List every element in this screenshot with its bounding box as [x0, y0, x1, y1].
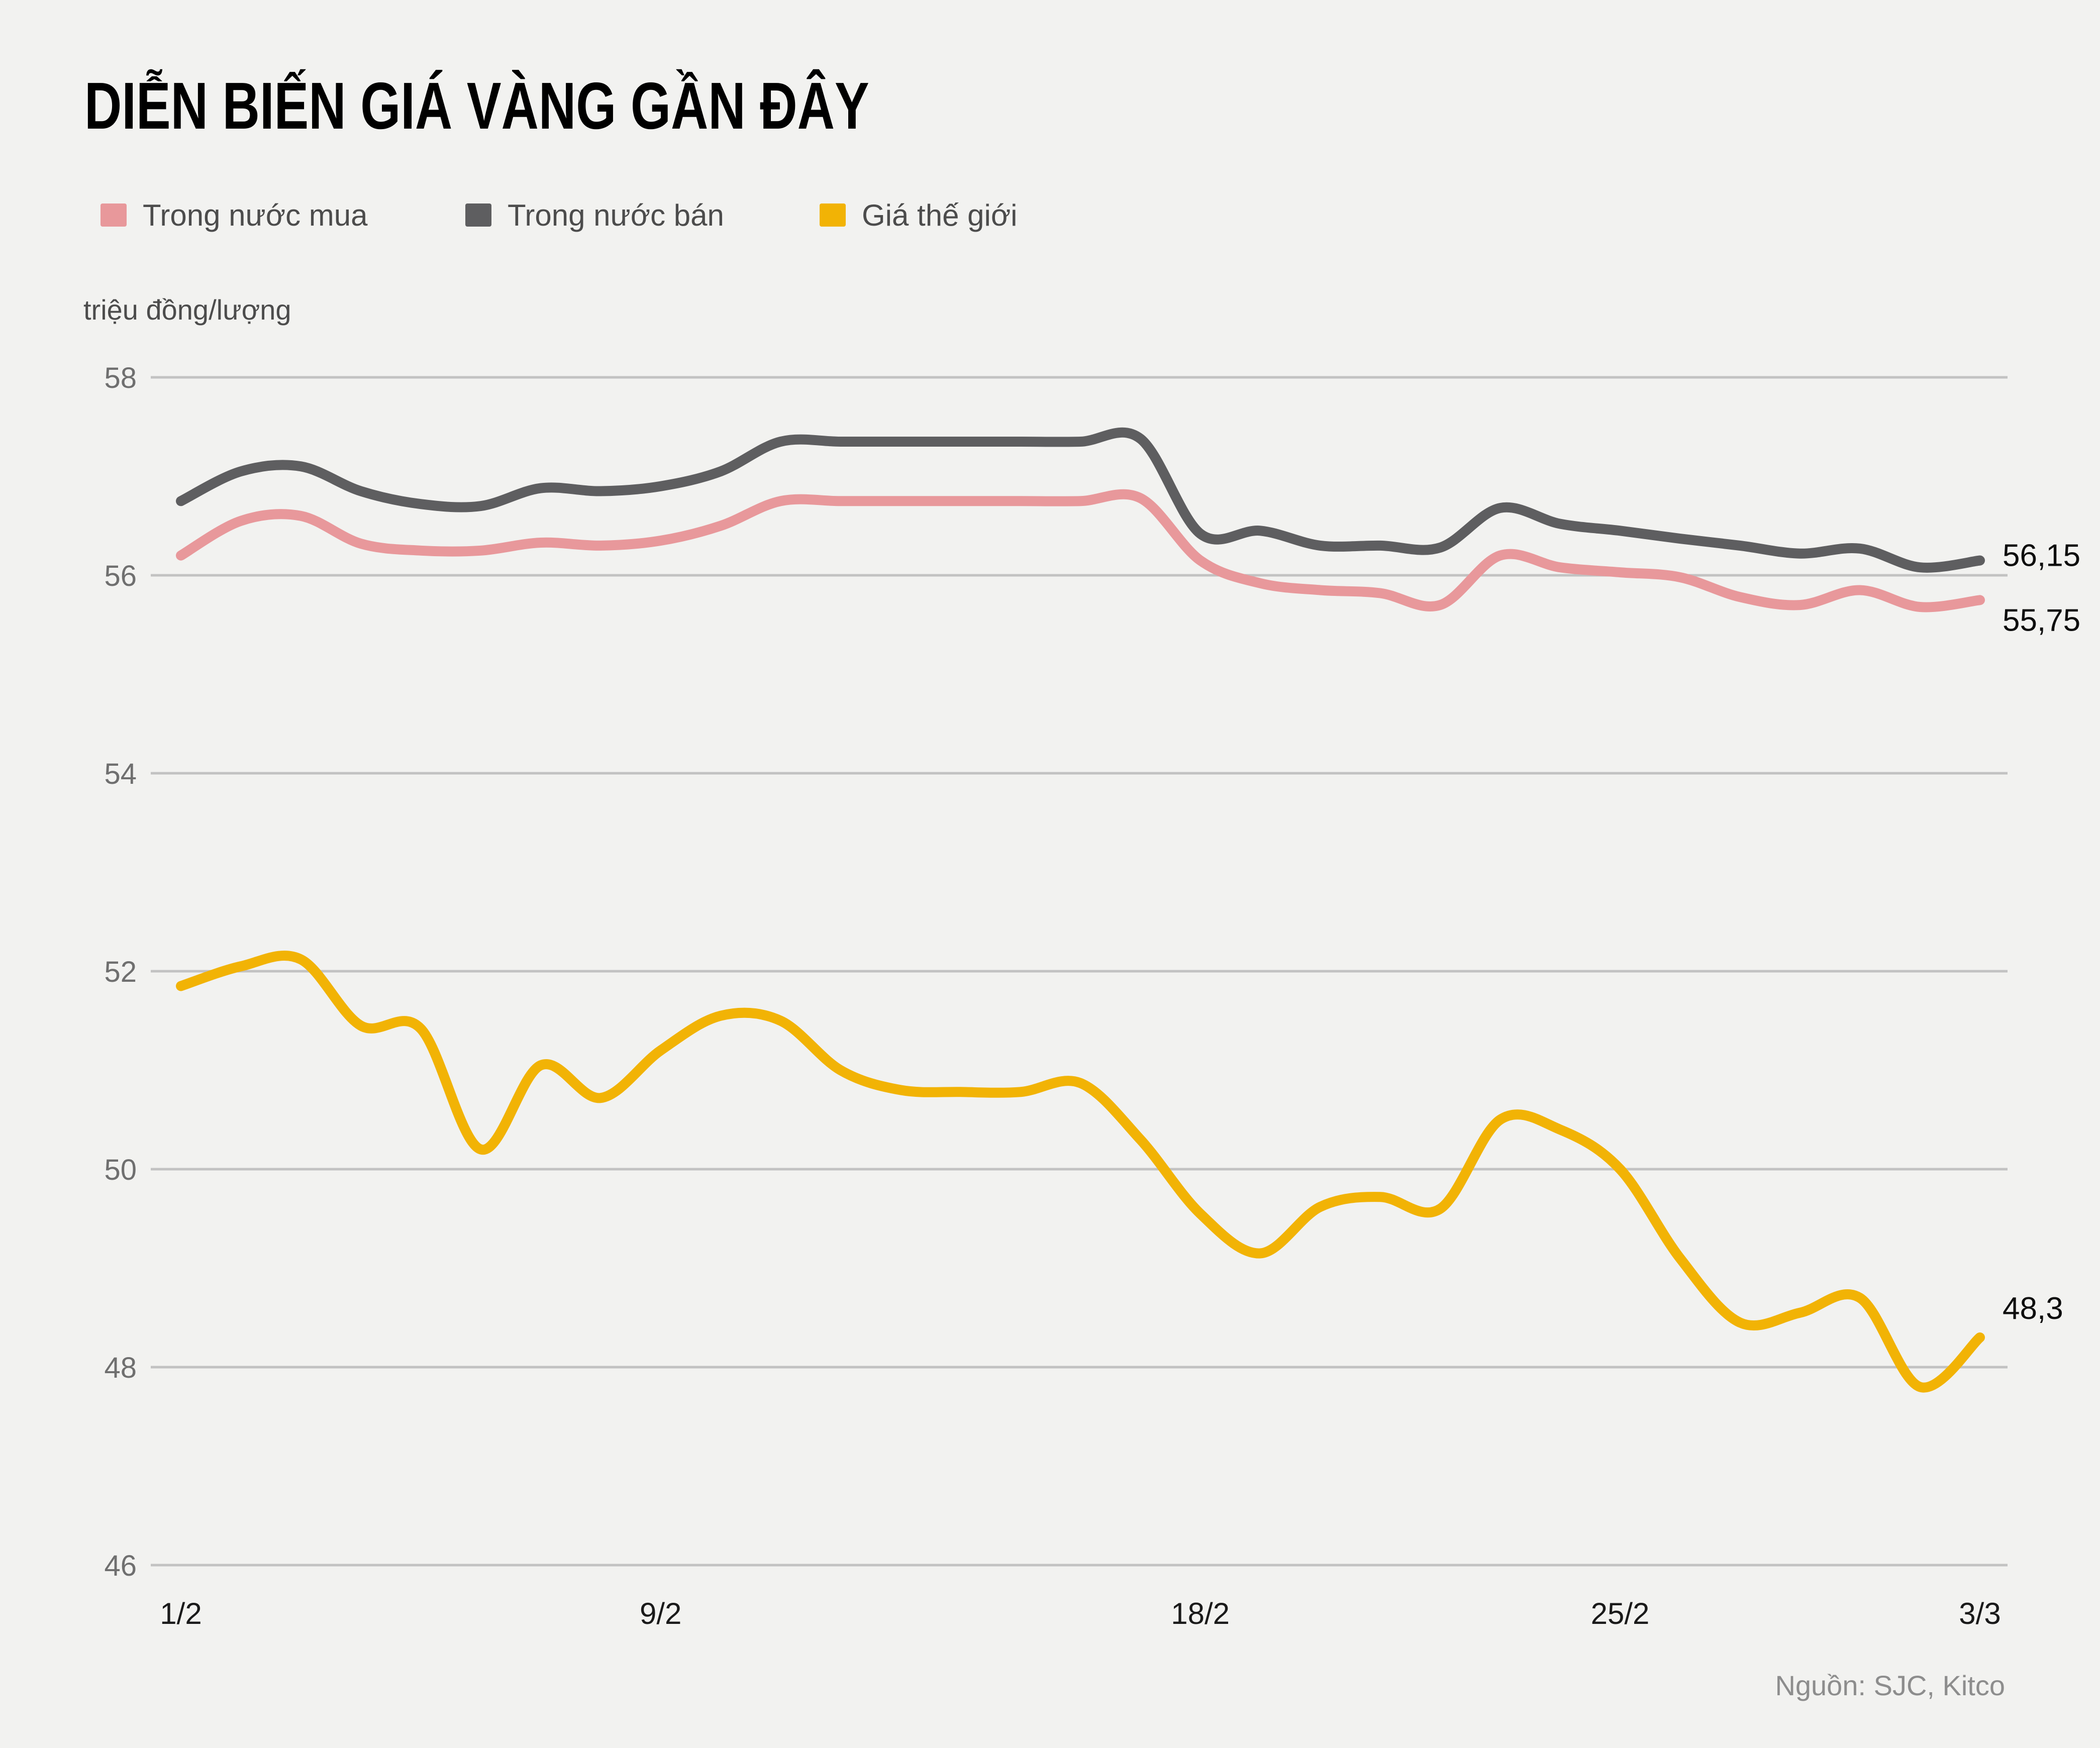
legend-label-trong-nuoc-ban: Trong nước bán — [508, 198, 724, 232]
y-tick-label-56: 56 — [104, 560, 137, 592]
x-tick-label-3-3: 3/3 — [1959, 1597, 2001, 1630]
y-axis-unit-label: triệu đồng/lượng — [83, 294, 291, 326]
end-label-trong-nuoc-mua: 55,75 — [2003, 603, 2080, 638]
legend-item-trong-nuoc-mua: Trong nước mua — [101, 197, 367, 233]
y-tick-label-46: 46 — [104, 1550, 137, 1582]
x-tick-label-25-2: 25/2 — [1591, 1597, 1650, 1630]
y-tick-label-50: 50 — [104, 1154, 137, 1186]
source-credit: Nguồn: SJC, Kitco — [1775, 1670, 2005, 1701]
legend-swatch-pink-icon — [101, 203, 127, 227]
y-tick-label-48: 48 — [104, 1352, 137, 1384]
x-tick-label-18-2: 18/2 — [1171, 1597, 1230, 1630]
chart-legend: Trong nước mua Trong nước bán Giá thế gi… — [0, 197, 2100, 237]
legend-label-trong-nuoc-mua: Trong nước mua — [143, 198, 368, 232]
y-tick-label-52: 52 — [104, 956, 137, 988]
end-label-trong-nuoc-ban: 56,15 — [2003, 538, 2080, 573]
legend-label-gia-the-gioi: Giá thế giới — [862, 198, 1018, 232]
page-title: DIỄN BIẾN GIÁ VÀNG GẦN ĐÂY — [84, 69, 869, 143]
series-line-gia-the-gioi — [176, 950, 1985, 1393]
y-tick-label-58: 58 — [104, 362, 137, 394]
y-tick-label-54: 54 — [104, 758, 137, 790]
x-tick-label-1-2: 1/2 — [160, 1597, 202, 1630]
legend-item-trong-nuoc-ban: Trong nước bán — [465, 197, 724, 233]
legend-swatch-yellow-icon — [820, 203, 846, 227]
series-line-trong-nuoc-mua — [176, 489, 1985, 612]
legend-item-gia-the-gioi: Giá thế giới — [820, 197, 1018, 233]
series-line-trong-nuoc-ban — [176, 427, 1985, 573]
end-label-gia-the-gioi: 48,3 — [2003, 1291, 2063, 1326]
legend-swatch-gray-icon — [465, 203, 491, 227]
x-tick-label-9-2: 9/2 — [640, 1597, 681, 1630]
